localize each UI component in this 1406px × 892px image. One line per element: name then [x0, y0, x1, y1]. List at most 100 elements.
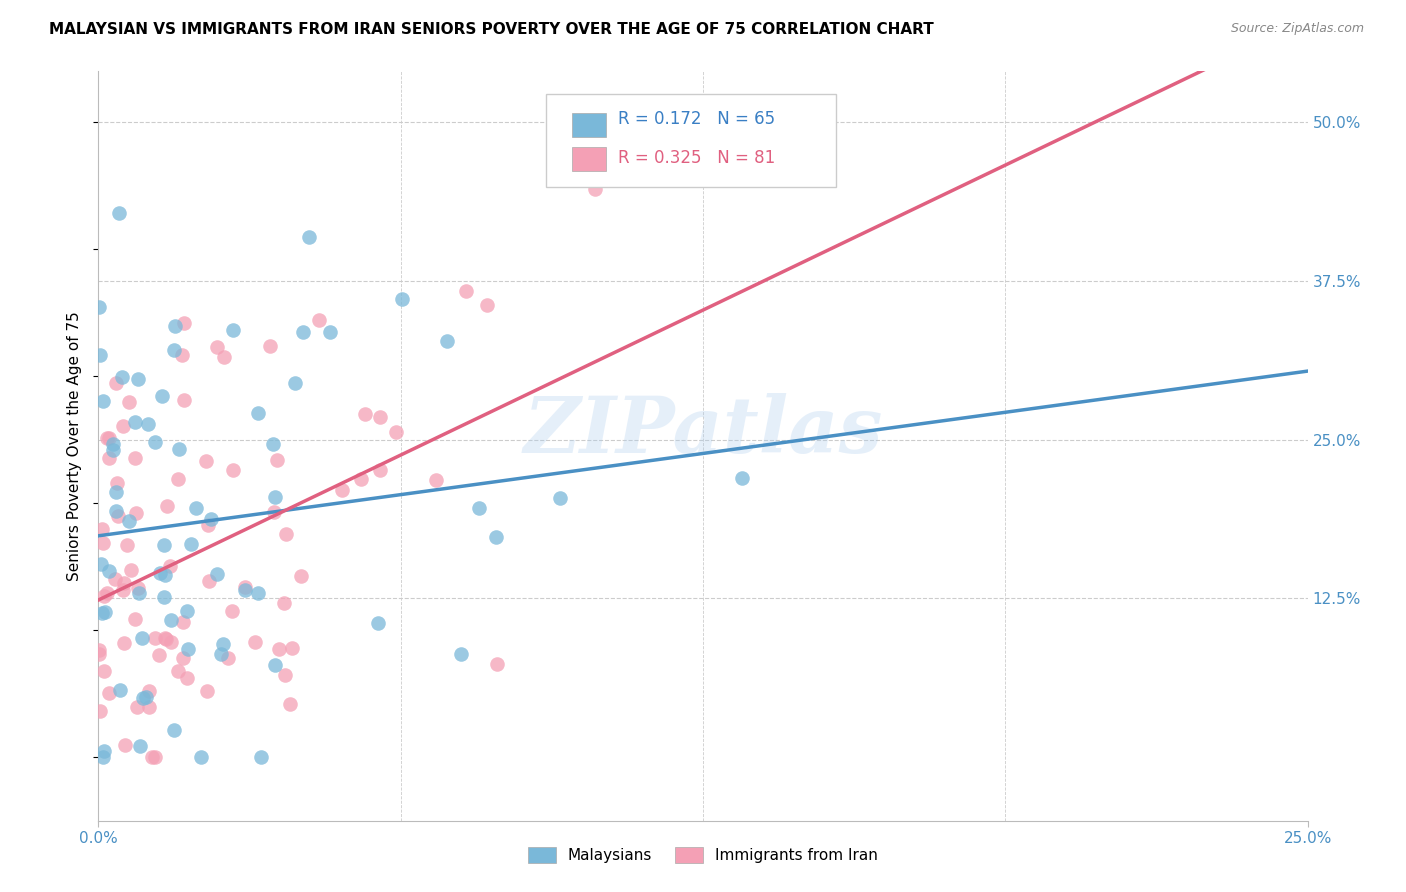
Y-axis label: Seniors Poverty Over the Age of 75: Seniors Poverty Over the Age of 75 — [67, 311, 83, 581]
Point — [111, 370, 134, 384]
Point — [155, 632, 177, 647]
Point — [96, 586, 118, 600]
Point — [90, 606, 112, 620]
Point — [97, 451, 120, 466]
Point — [274, 527, 297, 541]
Point — [548, 491, 571, 505]
Point — [98, 564, 121, 578]
Point — [117, 514, 139, 528]
Point — [128, 739, 150, 753]
Point — [90, 557, 112, 571]
Point — [475, 298, 498, 312]
Point — [91, 536, 114, 550]
Point — [263, 505, 285, 519]
Point — [94, 605, 117, 619]
Point — [264, 658, 287, 673]
Point — [153, 567, 176, 582]
Point — [177, 642, 200, 657]
Point — [152, 537, 174, 551]
Point — [105, 475, 128, 490]
Point — [87, 300, 110, 314]
Point — [319, 325, 342, 339]
Point — [176, 671, 198, 685]
Point — [115, 538, 138, 552]
Point — [150, 389, 173, 403]
Point — [160, 635, 183, 649]
Point — [166, 472, 188, 486]
Point — [290, 569, 312, 583]
Point — [91, 750, 114, 764]
Point — [221, 604, 243, 618]
Point — [131, 632, 153, 646]
Point — [200, 512, 222, 526]
Point — [127, 372, 149, 386]
Point — [98, 686, 121, 700]
Point — [170, 348, 193, 362]
Point — [166, 664, 188, 678]
FancyBboxPatch shape — [546, 94, 837, 187]
Point — [87, 648, 110, 662]
Point — [124, 450, 146, 465]
Text: Source: ZipAtlas.com: Source: ZipAtlas.com — [1230, 22, 1364, 36]
Point — [132, 690, 155, 705]
Point — [124, 416, 146, 430]
Point — [143, 750, 166, 764]
Point — [93, 589, 115, 603]
Point — [96, 431, 118, 445]
Text: ZIPatlas: ZIPatlas — [523, 392, 883, 469]
Point — [195, 683, 218, 698]
FancyBboxPatch shape — [572, 112, 606, 136]
Point — [176, 604, 198, 618]
Point — [93, 664, 115, 678]
Point — [184, 500, 207, 515]
Point — [128, 586, 150, 600]
Point — [197, 574, 219, 588]
Point — [450, 647, 472, 661]
Point — [138, 699, 160, 714]
Point — [143, 632, 166, 646]
Point — [111, 419, 134, 434]
Point — [155, 631, 177, 645]
Point — [731, 471, 754, 485]
Point — [243, 635, 266, 649]
Point — [190, 750, 212, 764]
Point — [233, 580, 256, 594]
Point — [292, 325, 315, 339]
Point — [143, 434, 166, 449]
Text: R = 0.172   N = 65: R = 0.172 N = 65 — [619, 110, 776, 128]
Point — [124, 612, 146, 626]
Point — [367, 615, 389, 630]
FancyBboxPatch shape — [572, 147, 606, 171]
Point — [104, 573, 127, 587]
Point — [436, 334, 458, 349]
Point — [148, 648, 170, 662]
Point — [104, 484, 127, 499]
Point — [195, 454, 218, 468]
Point — [250, 750, 273, 764]
Point — [385, 425, 408, 439]
Point — [118, 395, 141, 409]
Point — [222, 323, 245, 337]
Point — [112, 636, 135, 650]
Point — [425, 473, 447, 487]
Point — [308, 313, 330, 327]
Point — [205, 340, 228, 354]
Point — [278, 698, 301, 712]
Point — [486, 657, 509, 671]
Point — [89, 704, 111, 718]
Point — [105, 504, 128, 518]
Point — [262, 437, 284, 451]
Point — [197, 518, 219, 533]
Point — [162, 723, 184, 738]
Point — [172, 651, 194, 665]
Point — [259, 338, 281, 352]
Point — [125, 700, 148, 714]
Point — [180, 537, 202, 551]
Point — [350, 473, 373, 487]
Point — [391, 292, 413, 306]
Point — [167, 442, 190, 457]
Point — [120, 563, 142, 577]
Point — [267, 642, 290, 657]
Point — [89, 348, 111, 362]
Point — [233, 582, 256, 597]
